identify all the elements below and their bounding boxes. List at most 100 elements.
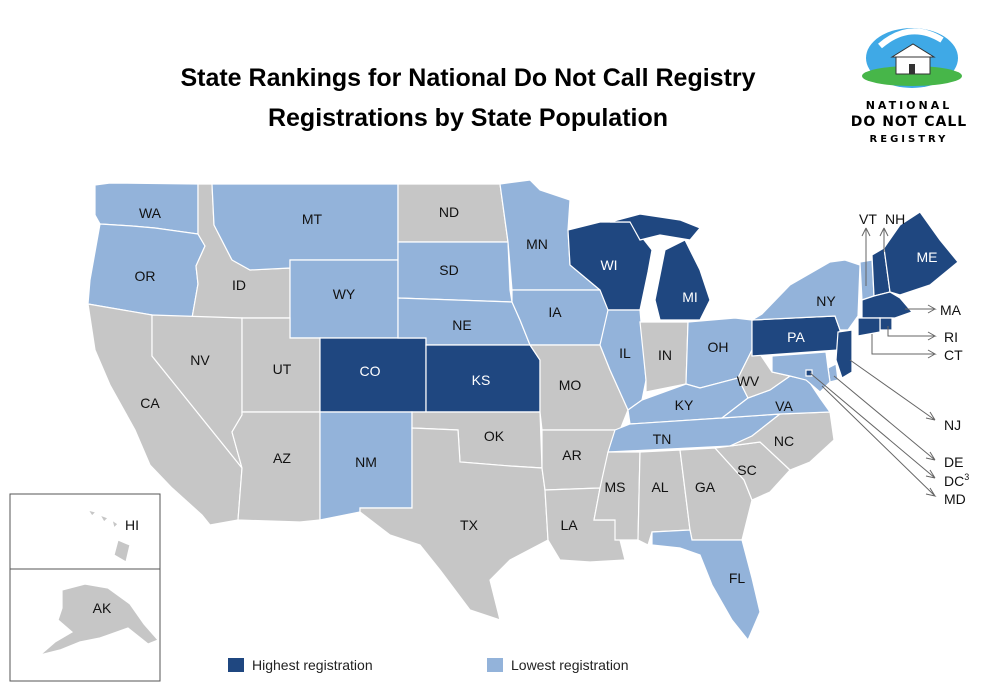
label-WI: WI <box>600 257 617 273</box>
phone-handset-icon <box>878 28 944 49</box>
state-HI[interactable] <box>86 509 131 563</box>
label-NY: NY <box>816 293 836 309</box>
label-MI: MI <box>682 289 698 305</box>
callout-line-dc <box>809 372 936 479</box>
logo-text-national: NATIONAL <box>866 99 953 112</box>
label-ME: ME <box>917 249 938 265</box>
label-SD: SD <box>439 262 458 278</box>
label-OR: OR <box>135 268 156 284</box>
state-NY[interactable] <box>751 259 861 331</box>
label-NJ: NJ <box>944 417 961 433</box>
state-MT[interactable] <box>211 183 399 271</box>
label-TX: TX <box>460 517 479 533</box>
legend-swatch-lowest <box>487 658 503 672</box>
state-CT[interactable] <box>857 317 881 337</box>
label-NH: NH <box>885 211 905 227</box>
label-LA: LA <box>560 517 578 533</box>
title-line-1: State Rankings for National Do Not Call … <box>180 64 755 92</box>
label-MD: MD <box>944 491 966 507</box>
logo-text-do-not-call: DO NOT CALL <box>851 114 967 130</box>
logo-grass-shape <box>862 66 962 86</box>
label-TN: TN <box>653 431 672 447</box>
label-CA: CA <box>140 395 160 411</box>
label-KY: KY <box>675 397 694 413</box>
state-AZ[interactable] <box>231 411 321 523</box>
label-AL: AL <box>651 479 668 495</box>
callout-lines <box>809 227 937 497</box>
label-OH: OH <box>708 339 729 355</box>
label-ID: ID <box>232 277 246 293</box>
state-NJ[interactable] <box>835 329 853 379</box>
legend-label-highest: Highest registration <box>252 657 373 673</box>
label-SC: SC <box>737 462 756 478</box>
label-HI: HI <box>125 517 139 533</box>
callout-line-ma <box>905 304 937 314</box>
legend: Highest registration Lowest registration <box>228 657 629 673</box>
label-CO: CO <box>360 363 381 379</box>
label-NC: NC <box>774 433 794 449</box>
label-MN: MN <box>526 236 548 252</box>
label-NM: NM <box>355 454 377 470</box>
label-VT: VT <box>859 211 877 227</box>
callout-line-nh <box>879 227 889 252</box>
label-NV: NV <box>190 352 210 368</box>
state-AK[interactable] <box>39 583 160 656</box>
label-DC-text: DC <box>944 473 964 489</box>
label-DC-superscript: 3 <box>964 472 969 482</box>
label-AK: AK <box>93 600 112 616</box>
state-labels: WA OR CA ID NV MT WY UT AZ CO NM ND SD N… <box>93 204 970 616</box>
label-PA: PA <box>787 329 805 345</box>
label-AZ: AZ <box>273 450 291 466</box>
house-door-icon <box>909 64 915 74</box>
label-VA: VA <box>775 398 793 414</box>
legend-label-lowest: Lowest registration <box>511 657 629 673</box>
house-roof-icon <box>890 43 936 58</box>
label-WY: WY <box>333 286 356 302</box>
state-MD[interactable] <box>771 351 831 393</box>
callout-line-ri <box>887 326 937 341</box>
label-OK: OK <box>484 428 505 444</box>
callout-line-ct <box>871 334 937 359</box>
label-IN: IN <box>658 347 672 363</box>
label-MO: MO <box>559 377 582 393</box>
state-ME[interactable] <box>883 211 959 296</box>
state-MI[interactable] <box>654 239 711 321</box>
label-DE: DE <box>944 454 963 470</box>
state-NC[interactable] <box>729 411 835 471</box>
label-AR: AR <box>562 447 581 463</box>
label-RI: RI <box>944 329 958 345</box>
label-MT: MT <box>302 211 323 227</box>
label-ND: ND <box>439 204 459 220</box>
state-IN[interactable] <box>639 321 689 393</box>
label-MA: MA <box>940 302 962 318</box>
logo-text-registry: REGISTRY <box>870 134 949 145</box>
state-RI[interactable] <box>879 317 893 331</box>
dnc-logo: NATIONAL DO NOT CALL REGISTRY <box>851 28 967 145</box>
states-layer <box>39 179 959 656</box>
label-NE: NE <box>452 317 471 333</box>
label-CT: CT <box>944 347 963 363</box>
label-WV: WV <box>737 373 760 389</box>
state-DC[interactable] <box>805 369 813 377</box>
alaska-inset-box <box>9 568 161 682</box>
label-IL: IL <box>619 345 631 361</box>
title-line-2: Registrations by State Population <box>268 104 668 132</box>
callout-line-nj <box>849 359 936 421</box>
label-FL: FL <box>729 570 746 586</box>
state-FL[interactable] <box>651 529 761 642</box>
label-WA: WA <box>139 205 162 221</box>
label-KS: KS <box>472 372 491 388</box>
state-VT[interactable] <box>859 259 875 301</box>
label-MS: MS <box>605 479 626 495</box>
legend-swatch-highest <box>228 658 244 672</box>
callout-line-de <box>833 375 936 461</box>
callout-line-md <box>821 385 937 497</box>
label-GA: GA <box>695 479 716 495</box>
label-IA: IA <box>548 304 562 320</box>
label-DC: DC3 <box>944 472 969 489</box>
state-SD[interactable] <box>397 241 513 303</box>
state-TX[interactable] <box>359 427 549 621</box>
label-UT: UT <box>273 361 292 377</box>
state-MI-upper[interactable] <box>609 213 701 241</box>
